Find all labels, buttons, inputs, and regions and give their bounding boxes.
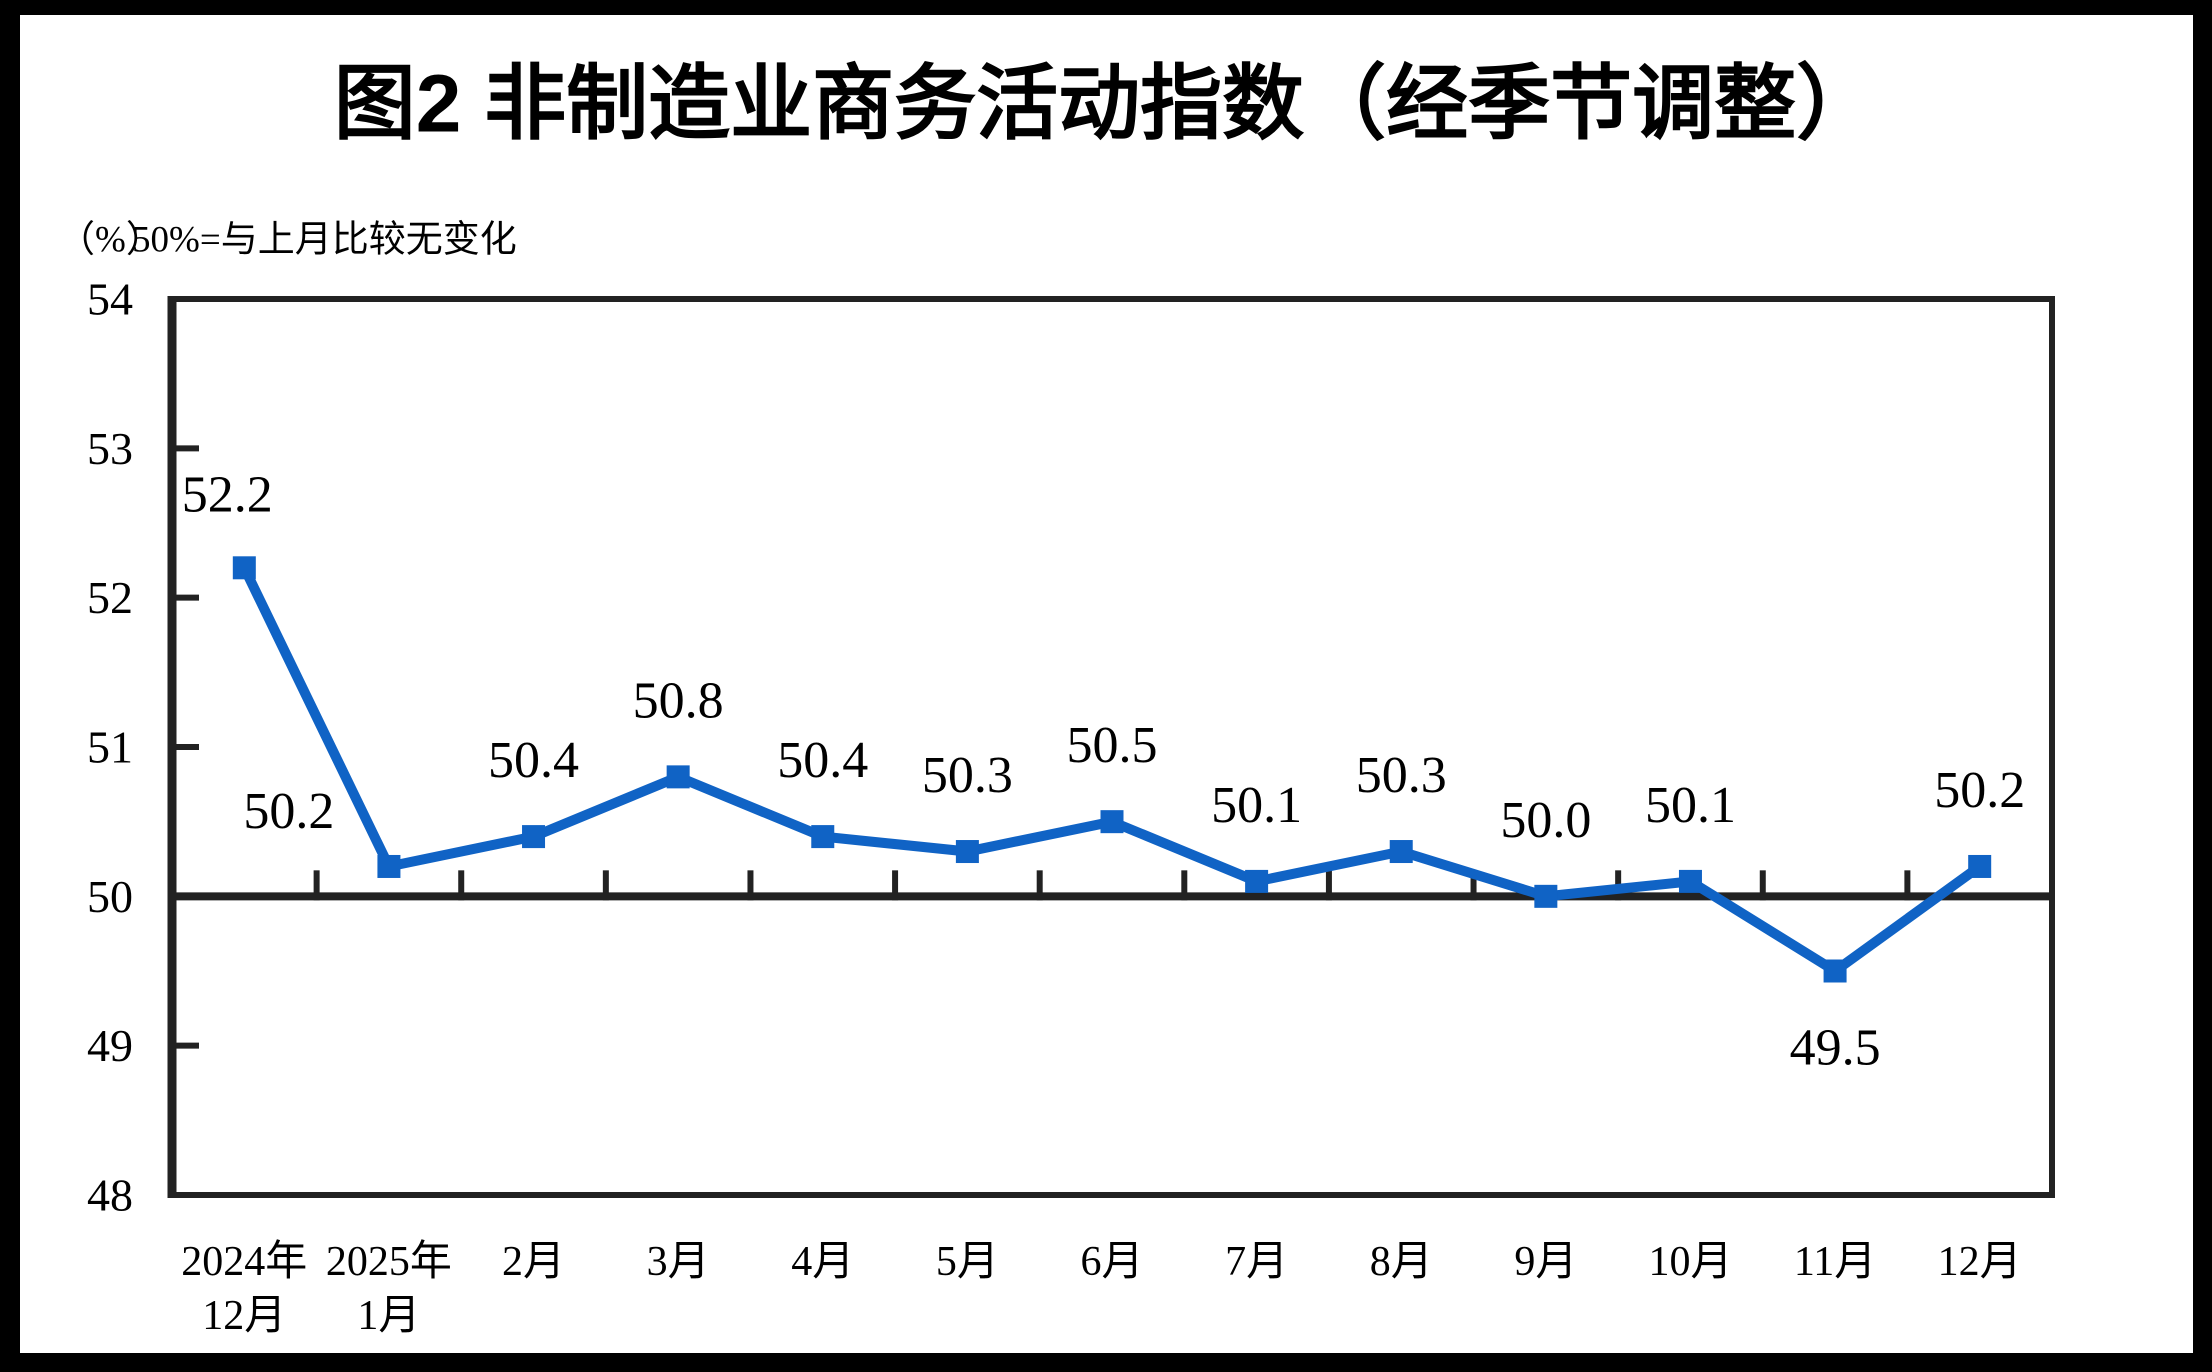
x-tick-label: 9月 (1514, 1239, 1577, 1285)
frame-right (2193, 0, 2212, 1372)
data-point-marker (1823, 959, 1847, 983)
data-point-marker (1245, 869, 1269, 893)
y-tick-label: 53 (87, 423, 133, 474)
data-point-label: 49.5 (1790, 1020, 1881, 1077)
x-tick-label: 12月 (1938, 1239, 2022, 1285)
data-point-label: 50.1 (1645, 777, 1736, 834)
x-tick-label: 4月 (791, 1239, 854, 1285)
y-tick-label: 52 (87, 572, 133, 623)
x-tick-label: 2月 (502, 1239, 565, 1285)
x-tick-label: 3月 (647, 1239, 710, 1285)
data-point-marker (1389, 840, 1413, 864)
data-point-label: 50.8 (633, 672, 724, 729)
frame-bottom (0, 1353, 2212, 1372)
x-tick-label: 1月 (357, 1293, 420, 1339)
x-tick-label: 6月 (1080, 1239, 1143, 1285)
reference-note: 50%=与上月比较无变化 (132, 219, 517, 261)
frame-left (0, 0, 20, 1372)
data-point-marker (666, 765, 690, 789)
x-tick-label: 2025年 (326, 1238, 452, 1285)
y-tick-label: 49 (87, 1020, 133, 1071)
data-point-label: 50.2 (243, 783, 334, 840)
data-point-marker (955, 840, 979, 864)
data-point-marker (522, 825, 546, 849)
data-point-label: 50.1 (1211, 777, 1302, 834)
data-point-label: 50.4 (777, 732, 868, 789)
x-tick-label: 11月 (1794, 1239, 1876, 1285)
data-point-label: 50.4 (488, 732, 579, 789)
x-tick-label: 2024年 (181, 1238, 307, 1285)
y-tick-label: 54 (87, 274, 133, 325)
x-tick-label: 7月 (1225, 1239, 1288, 1285)
data-point-marker (232, 556, 256, 580)
y-tick-label: 51 (87, 722, 133, 773)
data-point-marker (1534, 884, 1558, 908)
x-tick-label: 5月 (936, 1239, 999, 1285)
data-point-marker (377, 854, 401, 878)
data-point-label: 50.5 (1067, 717, 1158, 774)
data-point-label: 50.3 (1356, 747, 1447, 804)
data-point-label: 50.3 (922, 747, 1013, 804)
data-point-marker (811, 825, 835, 849)
chart-title: 图2 非制造业商务活动指数（经季节调整） (334, 59, 1878, 150)
data-point-marker (1100, 810, 1124, 834)
frame-top (0, 0, 2212, 15)
data-point-marker (1678, 869, 1702, 893)
x-tick-label: 10月 (1648, 1239, 1732, 1285)
y-axis-unit-label: （%） (58, 220, 163, 261)
x-tick-label: 8月 (1370, 1239, 1433, 1285)
data-point-label: 50.0 (1500, 792, 1591, 849)
data-point-marker (1968, 854, 1992, 878)
y-tick-label: 48 (87, 1170, 133, 1221)
data-point-label: 50.2 (1934, 762, 2025, 819)
plot-area: 48 49 50 51 52 53 54 52.2 50.2 50.4 50.8 50.4 50.3 50… (87, 274, 2055, 1339)
y-tick-label: 50 (87, 871, 133, 922)
x-tick-label: 12月 (202, 1293, 286, 1339)
data-point-label: 52.2 (182, 466, 273, 523)
